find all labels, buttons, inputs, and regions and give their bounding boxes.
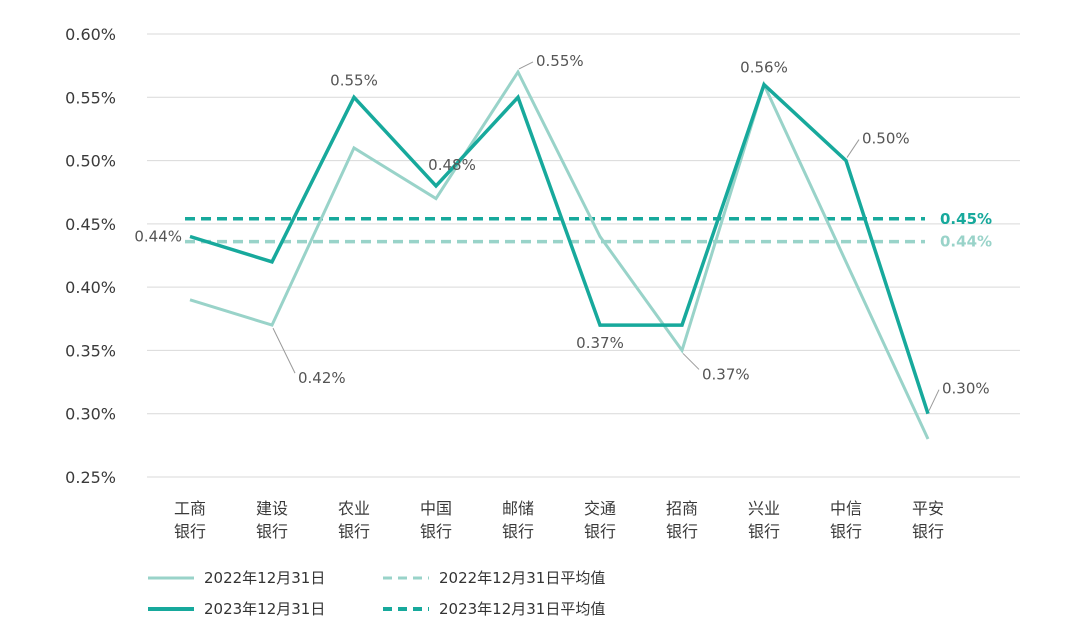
data-label: 0.37% — [576, 334, 624, 352]
x-tick-label: 银行 — [420, 522, 452, 541]
x-tick-label: 银行 — [748, 522, 780, 541]
y-tick-label: 0.60% — [65, 25, 116, 44]
x-tick-label: 农业 — [338, 499, 370, 518]
x-tick-label: 中国 — [420, 499, 452, 518]
leader-line — [928, 389, 940, 411]
x-tick-label: 银行 — [912, 522, 944, 541]
y-tick-label: 0.50% — [65, 152, 116, 171]
x-tick-label: 银行 — [584, 522, 616, 541]
y-tick-label: 0.40% — [65, 278, 116, 297]
leader-line — [518, 61, 534, 70]
leader-line — [846, 139, 860, 158]
x-tick-label: 中信 — [830, 499, 862, 518]
y-axis: 0.60% 0.55% 0.50% 0.45% 0.40% 0.35% 0.30% 0.25% — [65, 25, 116, 487]
average-label: 0.45% — [940, 210, 992, 228]
data-label: 0.42% — [298, 369, 346, 387]
average-label: 0.44% — [940, 233, 992, 251]
y-tick-label: 0.55% — [65, 88, 116, 107]
data-label: 0.30% — [942, 380, 990, 398]
x-tick-label: 银行 — [174, 522, 206, 541]
data-label: 0.50% — [862, 130, 910, 148]
x-tick-label: 银行 — [502, 522, 534, 541]
data-label: 0.55% — [330, 71, 378, 89]
average-lines: 0.44% 0.45% — [185, 210, 992, 251]
series-line — [189, 81, 930, 415]
x-tick-label: 工商 — [174, 499, 206, 518]
y-tick-label: 0.25% — [65, 468, 116, 487]
legend-label: 2022年12月31日 — [204, 569, 325, 587]
y-tick-label: 0.45% — [65, 215, 116, 234]
x-tick-label: 建设 — [256, 499, 288, 518]
series-lines — [189, 68, 930, 440]
x-tick-label: 邮储 — [502, 499, 534, 518]
legend: 2022年12月31日 2022年12月31日平均值 2023年12月31日 2023… — [148, 569, 605, 618]
x-tick-label: 银行 — [830, 522, 862, 541]
y-tick-label: 0.30% — [65, 405, 116, 424]
x-tick-label: 银行 — [256, 522, 288, 541]
series-line — [189, 68, 930, 440]
x-tick-label: 银行 — [666, 522, 698, 541]
x-tick-label: 招商 — [666, 499, 698, 518]
x-tick-label: 交通 — [584, 499, 616, 518]
data-label: 0.56% — [740, 59, 788, 77]
leader-line — [272, 327, 296, 374]
legend-label: 2023年12月31日平均值 — [439, 600, 605, 618]
data-label: 0.48% — [428, 156, 476, 174]
gridlines — [147, 33, 1020, 478]
data-label: 0.37% — [702, 365, 750, 383]
x-tick-label: 平安 — [912, 499, 944, 518]
x-tick-label: 兴业 — [748, 499, 780, 518]
x-tick-label: 银行 — [338, 522, 370, 541]
data-label: 0.44% — [134, 228, 182, 246]
legend-label: 2023年12月31日 — [204, 600, 325, 618]
y-tick-label: 0.35% — [65, 341, 116, 360]
leader-line — [682, 353, 700, 370]
data-label: 0.55% — [536, 52, 584, 70]
legend-label: 2022年12月31日平均值 — [439, 569, 605, 587]
data-labels: 0.44% 0.42% 0.55% 0.48% 0.55% 0.37% 0.37% 0.56%… — [134, 52, 990, 411]
